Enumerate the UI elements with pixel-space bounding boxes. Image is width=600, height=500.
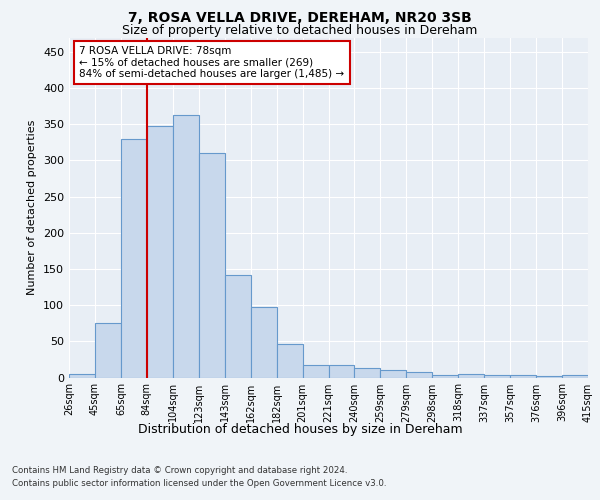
Bar <box>302 365 329 378</box>
Bar <box>69 374 95 378</box>
Text: 7, ROSA VELLA DRIVE, DEREHAM, NR20 3SB: 7, ROSA VELLA DRIVE, DEREHAM, NR20 3SB <box>128 11 472 25</box>
Bar <box>536 376 562 378</box>
Bar <box>121 139 147 378</box>
Bar <box>225 275 251 378</box>
Bar <box>355 368 380 378</box>
Text: Distribution of detached houses by size in Dereham: Distribution of detached houses by size … <box>137 422 463 436</box>
Text: Size of property relative to detached houses in Dereham: Size of property relative to detached ho… <box>122 24 478 37</box>
Bar <box>277 344 302 378</box>
Text: 7 ROSA VELLA DRIVE: 78sqm
← 15% of detached houses are smaller (269)
84% of semi: 7 ROSA VELLA DRIVE: 78sqm ← 15% of detac… <box>79 46 344 79</box>
Bar <box>251 306 277 378</box>
Bar <box>406 372 432 378</box>
Bar <box>380 370 406 378</box>
Bar <box>147 126 173 378</box>
Bar <box>199 153 224 378</box>
Bar <box>562 376 588 378</box>
Bar <box>510 374 536 378</box>
Bar <box>329 365 355 378</box>
Y-axis label: Number of detached properties: Number of detached properties <box>28 120 37 295</box>
Bar <box>95 323 121 378</box>
Bar <box>484 374 510 378</box>
Bar <box>173 115 199 378</box>
Bar <box>458 374 484 378</box>
Text: Contains HM Land Registry data © Crown copyright and database right 2024.: Contains HM Land Registry data © Crown c… <box>12 466 347 475</box>
Text: Contains public sector information licensed under the Open Government Licence v3: Contains public sector information licen… <box>12 479 386 488</box>
Bar <box>433 374 458 378</box>
